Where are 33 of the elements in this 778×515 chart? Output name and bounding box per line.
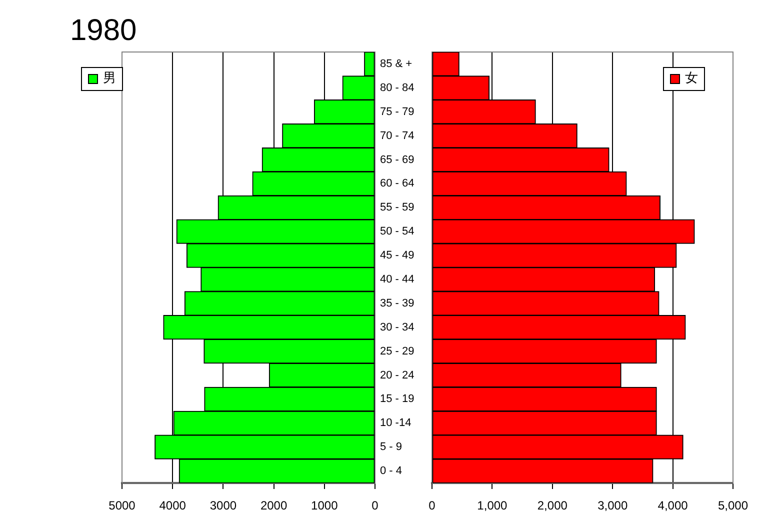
y-tick-label: 60 - 64	[380, 178, 414, 190]
y-tick-label: 70 - 74	[380, 130, 414, 142]
x-tick-label: 0	[372, 498, 379, 513]
text: 男	[103, 71, 116, 87]
x-tick-label: 4,000	[658, 498, 688, 513]
x-tick-label: 3000	[210, 498, 237, 513]
x-tick-label: 2000	[260, 498, 288, 513]
x-tick-label: 5,000	[718, 498, 748, 513]
y-tick-label: 30 - 34	[380, 321, 414, 334]
y-tick-label: 85 & +	[380, 58, 412, 70]
text: 女	[685, 71, 698, 87]
y-tick-label: 35 - 39	[380, 297, 414, 310]
y-tick-label: 5 - 9	[380, 441, 402, 454]
y-tick-label: 45 - 49	[380, 250, 414, 262]
x-tick-label: 4000	[159, 498, 186, 513]
y-tick-label: 50 - 54	[380, 226, 414, 238]
y-tick-label: 20 - 24	[380, 369, 414, 382]
y-tick-label: 25 - 29	[380, 345, 414, 358]
x-tick-label: 1000	[311, 498, 338, 513]
y-tick-label: 75 - 79	[380, 106, 414, 118]
y-tick-label: 80 - 84	[380, 82, 414, 94]
x-tick-label: 2,000	[537, 498, 568, 513]
y-tick-label: 65 - 69	[380, 154, 414, 166]
x-tick-label: 0	[428, 498, 436, 513]
x-tick-label: 1,000	[477, 498, 508, 513]
x-tick-label: 5000	[108, 498, 136, 513]
y-tick-label: 0 - 4	[380, 465, 402, 478]
y-tick-label: 55 - 59	[380, 202, 414, 214]
chart-title: 1980	[70, 14, 137, 48]
y-tick-label: 10 -14	[380, 417, 412, 430]
y-tick-label: 15 - 19	[380, 393, 414, 406]
y-tick-label: 40 - 44	[380, 274, 414, 286]
x-tick-label: 3,000	[598, 498, 628, 513]
